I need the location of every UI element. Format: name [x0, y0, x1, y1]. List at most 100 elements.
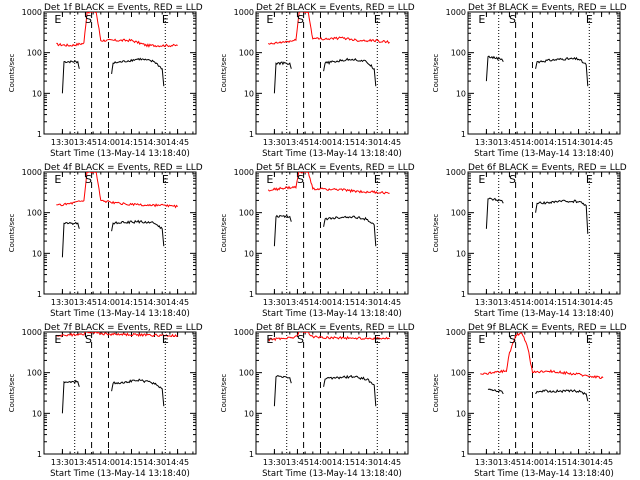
x-tick-label: 14:45	[378, 138, 401, 147]
x-tick-label: 13:30	[51, 458, 74, 467]
x-tick-label: 13:30	[263, 138, 286, 147]
panel-2: Det 2f BLACK = Events, RED = LLD Counts/s…	[220, 3, 415, 159]
x-tick-label: 13:30	[475, 458, 498, 467]
start-marker: S	[85, 173, 92, 186]
events-series-line	[273, 375, 292, 407]
events-series-line	[323, 57, 377, 87]
start-marker: S	[85, 13, 92, 26]
end-marker: E	[478, 333, 485, 346]
x-tick-label: 14:15	[120, 458, 143, 467]
y-tick-label: 10	[244, 249, 254, 258]
y-tick-label: 1000	[234, 328, 254, 337]
y-tick-label: 1000	[446, 8, 466, 17]
y-axis-label: Counts/sec	[8, 54, 16, 93]
end-marker: E	[54, 13, 61, 26]
panel-1: Det 1f BLACK = Events, RED = LLD Counts/s…	[8, 3, 203, 159]
x-tick-label: 13:30	[51, 298, 74, 307]
plot-frame	[255, 171, 409, 295]
events-series-line	[61, 221, 80, 258]
y-tick-label: 10	[456, 409, 466, 418]
panel-title: Det 8f BLACK = Events, RED = LLD	[256, 323, 415, 333]
y-tick-label: 1	[249, 450, 254, 459]
x-tick-label: 14:00	[309, 298, 332, 307]
plot-frame	[467, 11, 621, 135]
y-tick-label: 10	[456, 249, 466, 258]
x-tick-label: 14:45	[590, 298, 613, 307]
end-marker: E	[586, 333, 593, 346]
start-marker: S	[297, 173, 304, 186]
y-tick-label: 1000	[446, 328, 466, 337]
end-marker: E	[478, 173, 485, 186]
plot-frame	[43, 171, 197, 295]
x-axis-label: Start Time (13-May-14 13:18:40)	[50, 149, 190, 159]
x-tick-label: 14:45	[378, 298, 401, 307]
end-marker: E	[586, 13, 593, 26]
y-axis-label: Counts/sec	[8, 374, 16, 413]
x-tick-label: 14:15	[544, 298, 567, 307]
end-marker: E	[162, 333, 169, 346]
y-tick-label: 1000	[22, 328, 42, 337]
y-tick-label: 10	[32, 249, 42, 258]
y-tick-label: 10	[456, 89, 466, 98]
x-tick-label: 14:30	[355, 458, 378, 467]
x-axis-label: Start Time (13-May-14 13:18:40)	[262, 149, 402, 159]
x-axis-label: Start Time (13-May-14 13:18:40)	[50, 309, 190, 319]
plot-frame	[467, 171, 621, 295]
panel-title: Det 5f BLACK = Events, RED = LLD	[256, 163, 415, 173]
x-tick-label: 13:45	[498, 298, 521, 307]
y-tick-label: 1	[37, 130, 42, 139]
events-series-line	[323, 215, 377, 247]
y-axis-label: Counts/sec	[432, 54, 440, 93]
x-tick-label: 14:00	[521, 138, 544, 147]
x-tick-label: 14:00	[309, 458, 332, 467]
x-axis-label: Start Time (13-May-14 13:18:40)	[474, 309, 614, 319]
y-tick-label: 1000	[22, 168, 42, 177]
x-tick-label: 13:45	[74, 298, 97, 307]
plot-frame	[467, 331, 621, 455]
y-tick-label: 1	[37, 450, 42, 459]
x-tick-label: 14:45	[590, 458, 613, 467]
start-marker: S	[297, 13, 304, 26]
y-axis-label: Counts/sec	[220, 374, 228, 413]
panel-7: Det 7f BLACK = Events, RED = LLD Counts/s…	[8, 323, 203, 479]
y-tick-label: 10	[244, 89, 254, 98]
x-tick-label: 14:00	[521, 458, 544, 467]
end-marker: E	[374, 13, 381, 26]
events-series-line	[111, 219, 165, 247]
x-tick-label: 14:45	[590, 138, 613, 147]
y-tick-label: 100	[239, 369, 254, 378]
panel-title: Det 6f BLACK = Events, RED = LLD	[468, 163, 627, 173]
x-tick-label: 14:15	[332, 458, 355, 467]
x-tick-label: 14:00	[521, 298, 544, 307]
events-series-line	[487, 388, 504, 395]
lld-series-line	[56, 332, 178, 338]
x-tick-label: 14:30	[143, 458, 166, 467]
y-axis-label: Counts/sec	[220, 54, 228, 93]
end-marker: E	[162, 173, 169, 186]
lld-series-line	[267, 12, 390, 45]
x-axis-label: Start Time (13-May-14 13:18:40)	[262, 469, 402, 479]
x-tick-label: 14:45	[166, 138, 189, 147]
start-marker: S	[509, 333, 516, 346]
x-axis-label: Start Time (13-May-14 13:18:40)	[474, 469, 614, 479]
lld-series-line	[267, 332, 390, 342]
end-marker: E	[586, 173, 593, 186]
end-marker: E	[266, 333, 273, 346]
x-tick-label: 14:45	[378, 458, 401, 467]
start-marker: S	[509, 173, 516, 186]
y-axis-label: Counts/sec	[220, 214, 228, 253]
x-tick-label: 14:30	[143, 298, 166, 307]
y-tick-label: 1000	[234, 168, 254, 177]
plot-frame	[255, 331, 409, 455]
x-tick-label: 14:15	[120, 138, 143, 147]
x-tick-label: 13:30	[263, 298, 286, 307]
y-tick-label: 100	[27, 49, 42, 58]
x-tick-label: 14:30	[567, 138, 590, 147]
y-tick-label: 1000	[446, 168, 466, 177]
x-tick-label: 14:15	[544, 138, 567, 147]
x-tick-label: 13:45	[286, 138, 309, 147]
x-tick-label: 13:45	[286, 298, 309, 307]
y-tick-label: 1	[461, 130, 466, 139]
events-series-line	[535, 56, 589, 87]
